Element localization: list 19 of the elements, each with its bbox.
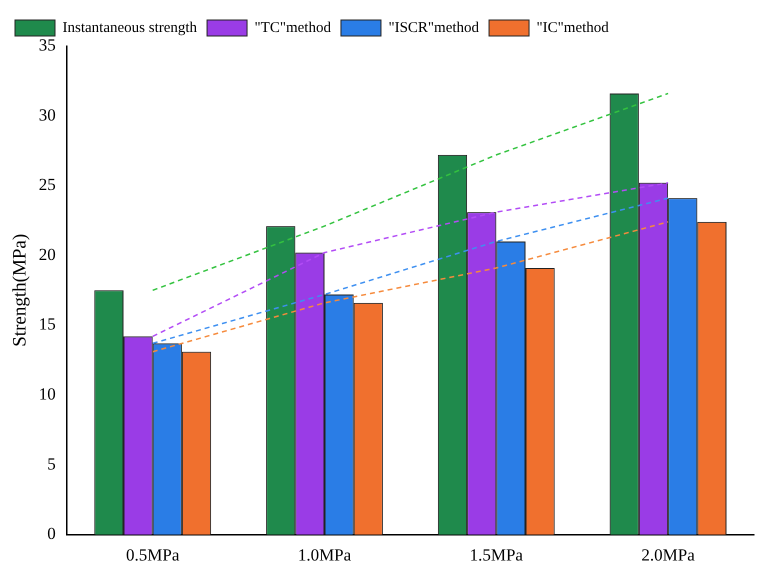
y-tick-label: 35 (38, 35, 56, 54)
line-series (152, 221, 669, 352)
y-tick-label: 0 (47, 524, 56, 544)
legend-label: "ISCR"method (388, 20, 480, 36)
x-tick-label: 1.0MPa (298, 545, 352, 564)
y-tick-label: 15 (38, 314, 56, 334)
y-tick-label: 20 (38, 244, 56, 264)
legend-label: Instantaneous strength (62, 20, 198, 36)
y-tick-label: 10 (38, 384, 56, 404)
y-tick-label: 25 (38, 175, 56, 194)
legend-label: "IC"method (536, 20, 610, 36)
line-series (152, 92, 669, 292)
y-tick-label: 30 (38, 105, 56, 124)
x-tick-label: 1.5MPa (470, 545, 524, 564)
y-axis-title: Strength(MPa) (9, 234, 30, 347)
x-tick-label: 0.5MPa (126, 545, 180, 564)
y-tick-label: 5 (47, 454, 56, 474)
legend-label: "TC"method (254, 20, 332, 36)
x-tick-label: 2.0MPa (641, 545, 696, 564)
